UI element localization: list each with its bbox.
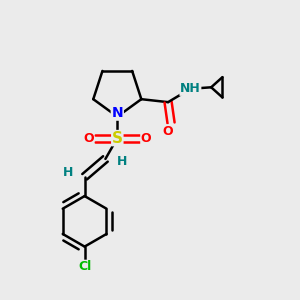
Text: H: H: [63, 166, 74, 179]
Text: NH: NH: [180, 82, 201, 95]
Text: O: O: [83, 132, 94, 145]
Text: O: O: [141, 132, 152, 145]
Text: H: H: [117, 155, 127, 168]
Text: N: N: [112, 106, 123, 120]
Text: S: S: [112, 130, 123, 146]
Text: N: N: [112, 106, 123, 120]
Text: O: O: [163, 125, 173, 138]
Text: Cl: Cl: [78, 260, 91, 273]
